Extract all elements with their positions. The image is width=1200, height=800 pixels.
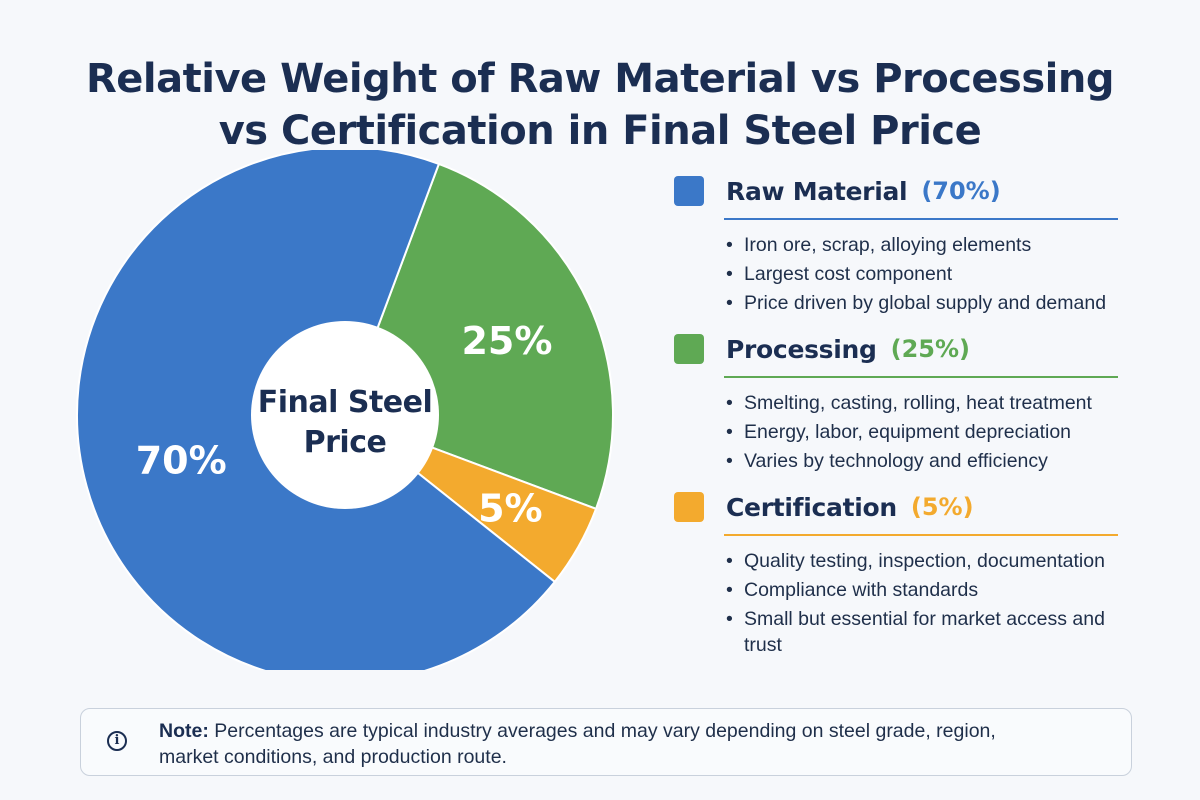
legend-bullets: Smelting, casting, rolling, heat treatme… [674,390,1144,474]
legend-divider [724,218,1118,220]
chart-title-line-1: Relative Weight of Raw Material vs Proce… [86,55,1115,102]
donut-chart: Final Steel Price 25% 5% 70% [76,150,614,670]
bullet-item: Quality testing, inspection, documentati… [724,548,1144,574]
bullet-item: Largest cost component [724,261,1144,287]
center-label-line-2: Price [304,425,387,460]
legend-swatch-processing [674,334,704,364]
note-text: Note: Percentages are typical industry a… [159,718,1059,770]
bullet-item: Iron ore, scrap, alloying elements [724,232,1144,258]
legend-name: Processing [726,334,877,364]
note-body: Percentages are typical industry average… [159,720,996,768]
legend-head: Processing (25%) [674,328,1144,372]
legend-name: Certification [726,492,897,522]
legend: Raw Material (70%) Iron ore, scrap, allo… [674,170,1144,661]
note-label: Note: [159,720,209,742]
legend-divider [724,376,1118,378]
slice-label-raw-material: 70% [136,438,227,482]
legend-swatch-raw-material [674,176,704,206]
legend-head: Raw Material (70%) [674,170,1144,214]
bullet-item: Varies by technology and efficiency [724,448,1144,474]
legend-item-certification: Certification (5%) Quality testing, insp… [674,486,1144,658]
donut-hole [251,321,439,509]
legend-bullets: Iron ore, scrap, alloying elements Large… [674,232,1144,316]
legend-name: Raw Material [726,176,908,206]
bullet-item: Small but essential for market access an… [724,606,1144,658]
bullet-item: Compliance with standards [724,577,1144,603]
info-icon: i [107,731,127,751]
slice-labels: 25% 5% 70% [136,319,553,530]
legend-percent: (25%) [890,335,971,363]
legend-divider [724,534,1118,536]
bullet-item: Energy, labor, equipment depreciation [724,419,1144,445]
legend-swatch-certification [674,492,704,522]
slice-label-processing: 25% [461,319,552,363]
slice-label-certification: 5% [478,487,543,531]
legend-item-processing: Processing (25%) Smelting, casting, roll… [674,328,1144,474]
legend-bullets: Quality testing, inspection, documentati… [674,548,1144,658]
chart-title: Relative Weight of Raw Material vs Proce… [0,53,1200,157]
legend-head: Certification (5%) [674,486,1144,530]
bullet-item: Price driven by global supply and demand [724,290,1144,316]
legend-item-raw-material: Raw Material (70%) Iron ore, scrap, allo… [674,170,1144,316]
legend-percent: (70%) [921,177,1001,205]
center-label-line-1: Final Steel [258,385,433,420]
legend-percent: (5%) [910,493,974,521]
chart-title-line-2: vs Certification in Final Steel Price [218,107,982,154]
note-box: i Note: Percentages are typical industry… [80,708,1132,776]
bullet-item: Smelting, casting, rolling, heat treatme… [724,390,1144,416]
